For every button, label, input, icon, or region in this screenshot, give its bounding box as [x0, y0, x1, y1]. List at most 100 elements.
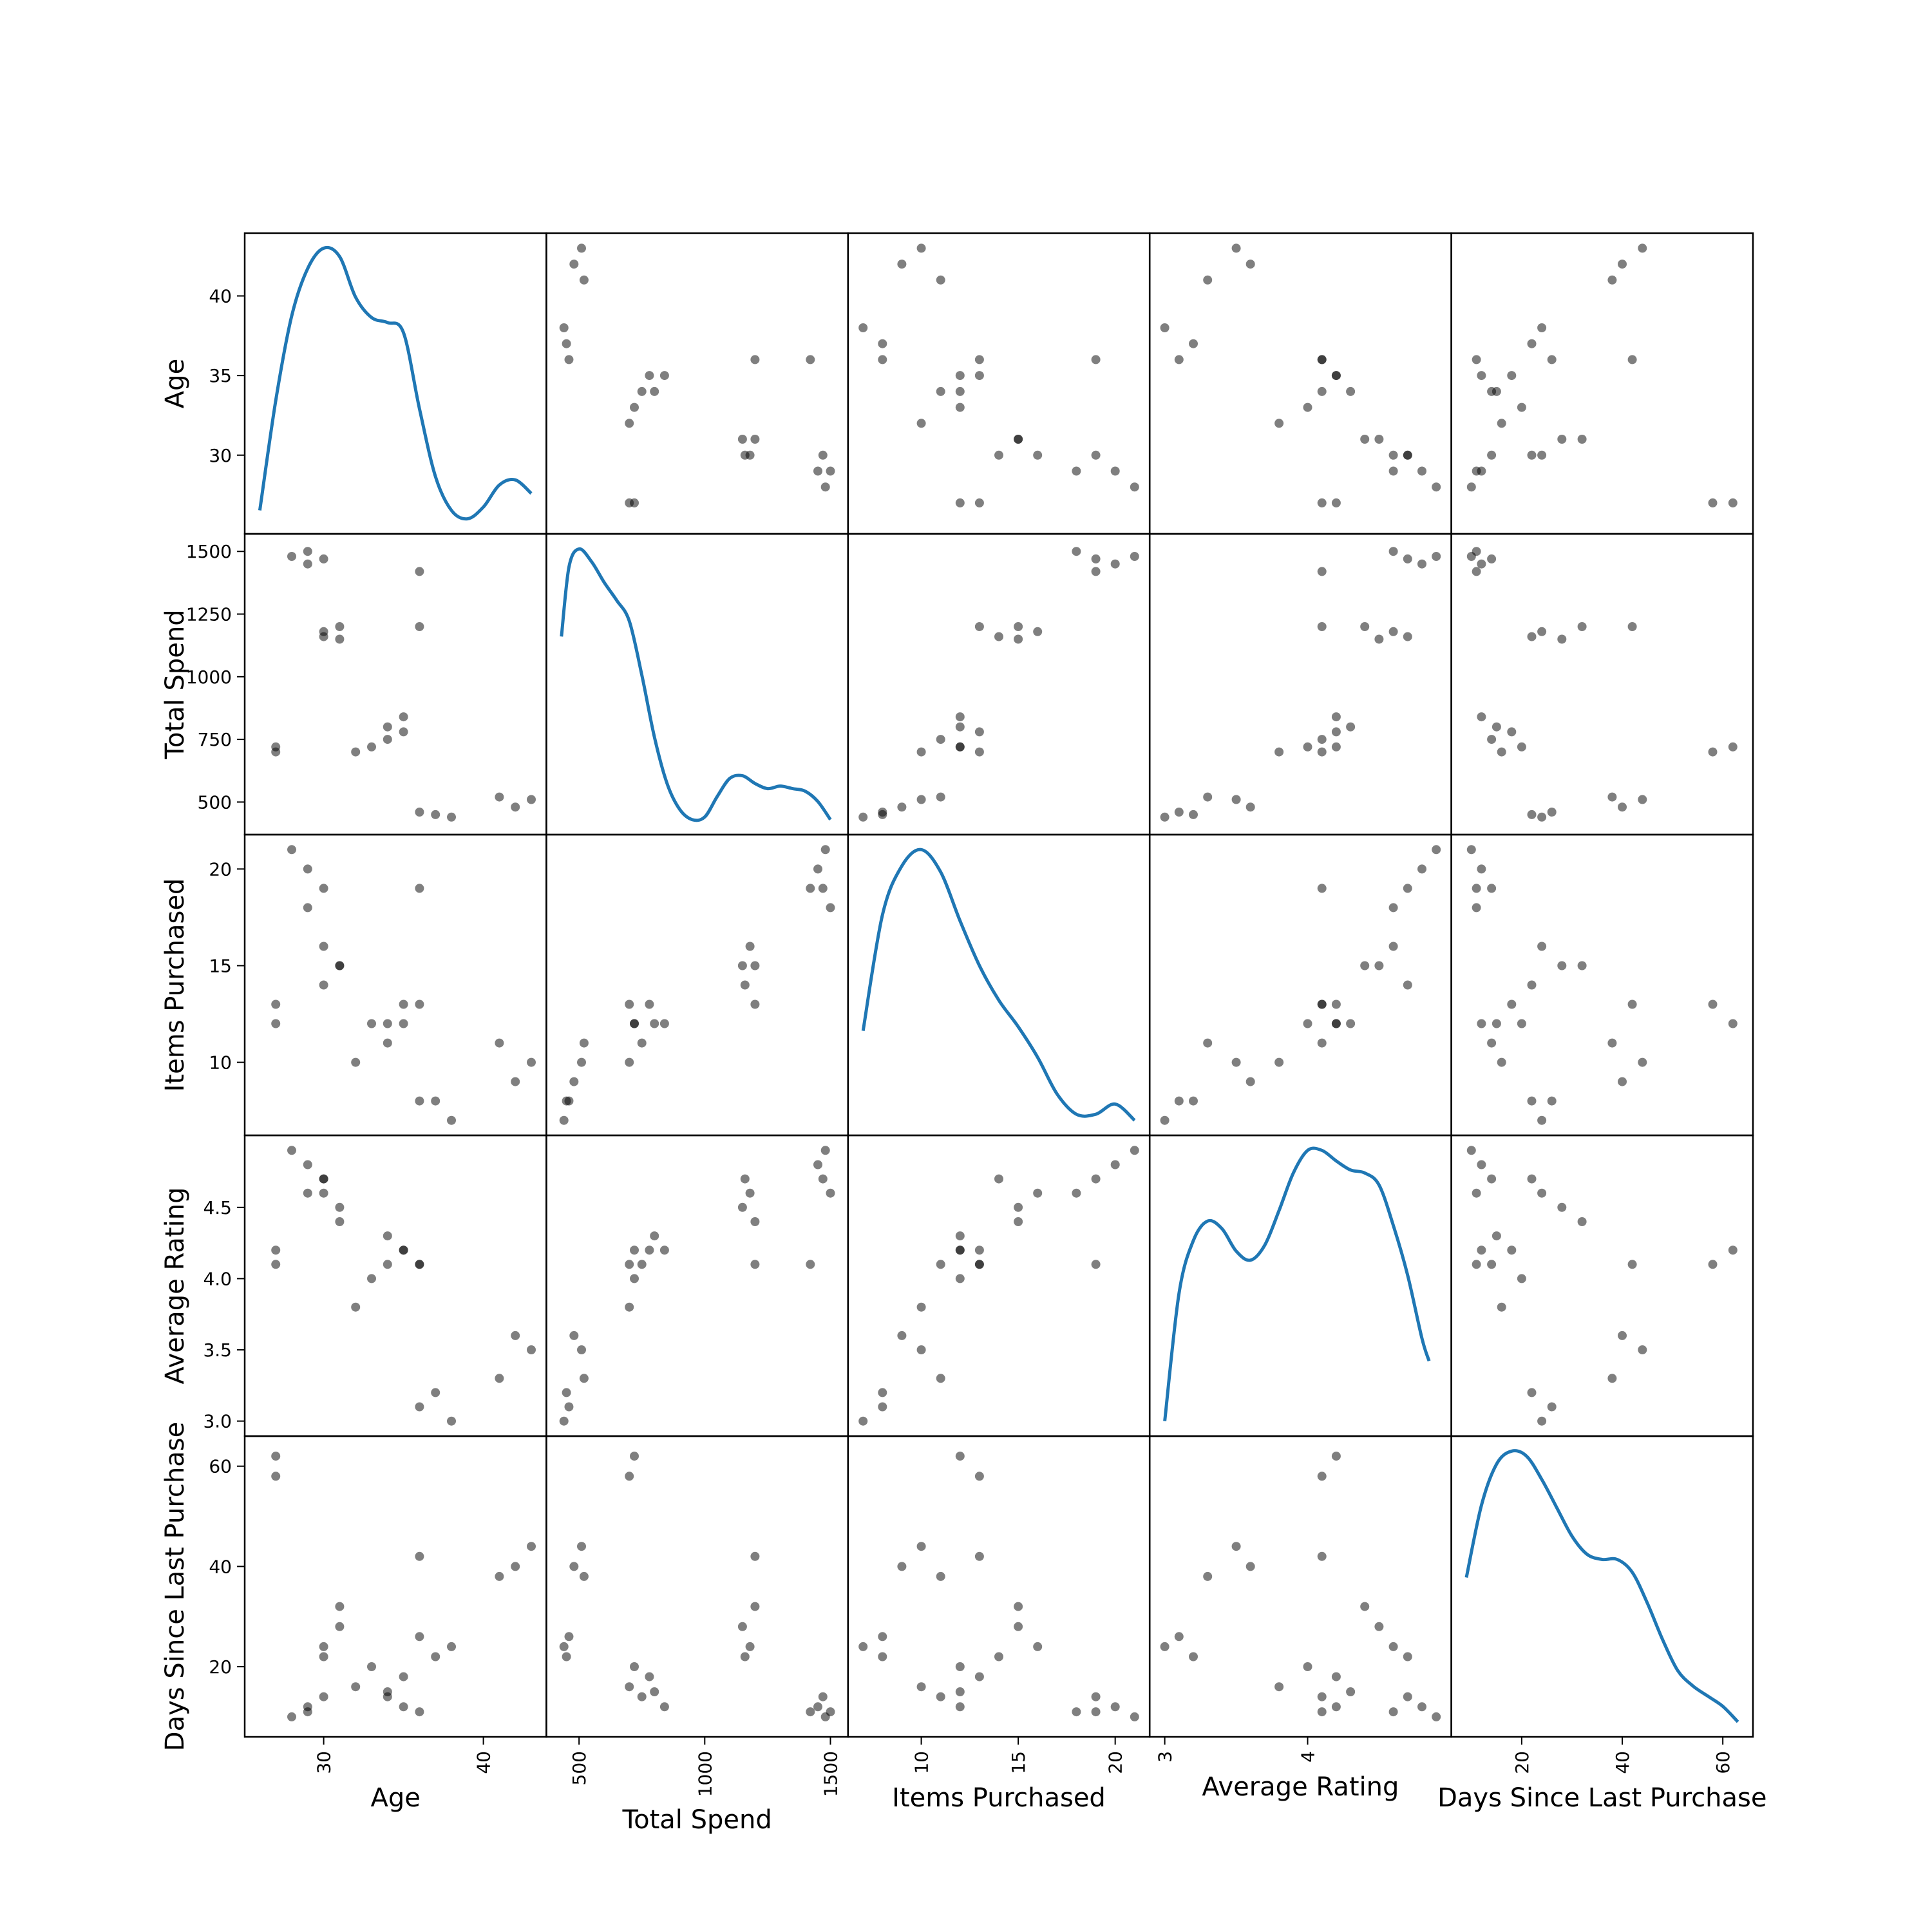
scatter-point: [511, 1077, 520, 1086]
scatter-point: [1537, 942, 1547, 951]
scatter-point: [1388, 1707, 1398, 1717]
scatter-point: [564, 1632, 574, 1642]
scatter-point: [806, 1707, 815, 1717]
scatter-point: [1388, 942, 1398, 951]
scatter-point: [659, 371, 669, 381]
scatter-point: [1466, 1146, 1476, 1155]
scatter-point: [335, 1202, 345, 1212]
y-tick-label: 3.0: [203, 1411, 232, 1432]
scatter-point: [415, 1260, 424, 1269]
scatter-point: [303, 903, 312, 913]
panel-days-since-last-purchase-vs-total-spend: [545, 1435, 849, 1738]
scatter-point: [319, 980, 328, 990]
scatter-point: [447, 1642, 456, 1651]
scatter-point: [974, 1245, 984, 1255]
scatter-point: [367, 1274, 376, 1283]
scatter-point: [1618, 1331, 1627, 1340]
scatter-point: [1091, 355, 1101, 365]
scatter-point: [1472, 884, 1481, 893]
scatter-point: [1091, 567, 1101, 576]
scatter-point: [1203, 1038, 1213, 1048]
scatter-point: [1472, 1260, 1481, 1269]
scatter-point: [645, 371, 654, 381]
scatter-point: [813, 864, 822, 874]
scatter-point: [399, 1019, 408, 1028]
scatter-point: [1317, 386, 1327, 396]
scatter-point: [1014, 435, 1023, 444]
scatter-point: [1317, 567, 1327, 576]
scatter-point: [916, 1682, 926, 1692]
scatter-point: [1374, 1622, 1384, 1631]
scatter-point: [527, 1345, 536, 1354]
scatter-point: [740, 980, 750, 990]
scatter-point: [826, 1707, 835, 1717]
scatter-point: [303, 547, 312, 556]
scatter-point: [415, 1632, 424, 1642]
scatter-point: [820, 1146, 830, 1155]
scatter-point: [577, 1345, 586, 1354]
scatter-point: [1014, 622, 1023, 631]
scatter-point: [1487, 450, 1497, 460]
panel-age-vs-days-since-last-purchase: [1450, 232, 1754, 535]
scatter-point: [1189, 1096, 1198, 1106]
scatter-point: [1638, 1057, 1647, 1067]
scatter-point: [1537, 1416, 1547, 1426]
scatter-point: [1527, 1388, 1537, 1397]
scatter-point: [1487, 554, 1497, 564]
scatter-point: [1231, 1057, 1241, 1067]
scatter-point: [303, 1707, 312, 1717]
scatter-point: [1110, 1160, 1120, 1170]
scatter-point: [271, 1452, 281, 1461]
scatter-point: [625, 1472, 634, 1481]
scatter-point: [383, 1231, 392, 1241]
scatter-point: [1033, 1642, 1043, 1651]
y-tick-label: 3.5: [203, 1340, 232, 1361]
scatter-point: [1331, 1672, 1341, 1681]
scatter-point: [1317, 622, 1327, 631]
scatter-point: [625, 1682, 634, 1692]
scatter-point: [1477, 1245, 1486, 1255]
y-tick-label: 60: [209, 1456, 232, 1477]
scatter-point: [1477, 712, 1486, 722]
scatter-point: [878, 339, 887, 348]
scatter-point: [1607, 275, 1617, 285]
scatter-point: [1203, 1571, 1213, 1581]
x-tick-label: 1500: [820, 1751, 841, 1797]
scatter-point: [1517, 1019, 1526, 1028]
scatter-point: [936, 735, 945, 744]
scatter-point: [955, 1452, 965, 1461]
scatter-point: [495, 1038, 504, 1048]
scatter-point: [1403, 1692, 1412, 1701]
scatter-point: [1708, 747, 1718, 757]
scatter-point: [1403, 450, 1412, 460]
panel-content: [1160, 547, 1441, 822]
scatter-point: [936, 1260, 945, 1269]
scatter-point: [1487, 1174, 1497, 1184]
scatter-point: [569, 1077, 579, 1086]
scatter-point: [1527, 339, 1537, 348]
scatter-point: [645, 1672, 654, 1681]
scatter-point: [1174, 1632, 1184, 1642]
scatter-point: [750, 355, 760, 365]
scatter-point: [955, 1274, 965, 1283]
scatter-point: [1497, 1302, 1506, 1312]
scatter-point: [287, 845, 296, 855]
scatter-point: [1417, 466, 1426, 476]
scatter-point: [737, 1622, 747, 1631]
scatter-point: [1130, 1712, 1139, 1721]
scatter-point: [1174, 808, 1184, 817]
scatter-point: [1527, 1096, 1537, 1106]
scatter-point: [1627, 1260, 1637, 1269]
scatter-point: [813, 466, 822, 476]
scatter-point: [1091, 1174, 1101, 1184]
scatter-point: [1432, 845, 1441, 855]
scatter-point: [399, 1245, 408, 1255]
scatter-point: [1537, 323, 1547, 332]
scatter-point: [974, 355, 984, 365]
scatter-point: [579, 1571, 589, 1581]
scatter-point: [740, 1652, 750, 1662]
scatter-point: [527, 1542, 536, 1551]
scatter-point: [511, 1562, 520, 1571]
